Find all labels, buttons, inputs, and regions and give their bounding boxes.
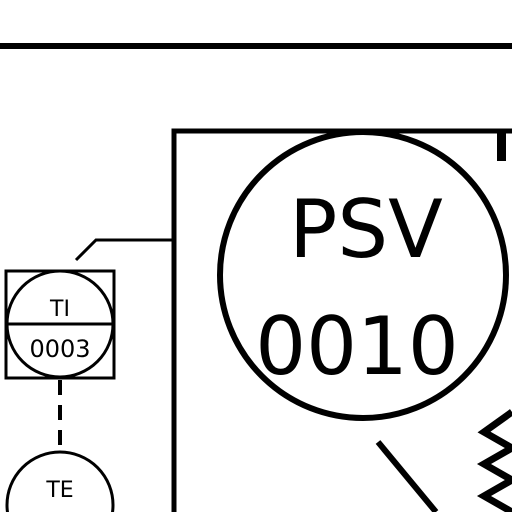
psv-number: 0010 [255, 300, 459, 393]
te-tag: TE [45, 478, 73, 503]
ti-leader-line [74, 238, 174, 262]
spring-symbol [476, 409, 512, 516]
right-pipe-stub [497, 131, 506, 161]
equipment-frame [171, 128, 512, 512]
psv-tag: PSV [289, 183, 443, 276]
te-instrument[interactable]: TE [5, 450, 115, 517]
psv-stem-line [375, 440, 439, 514]
psv-instrument-bubble[interactable]: PSV 0010 [217, 129, 509, 421]
ti-tag: TI [49, 297, 70, 322]
header-rule [0, 43, 512, 49]
ti-instrument[interactable]: TI 0003 [4, 269, 116, 380]
ti-number: 0003 [29, 335, 90, 363]
te-circle [5, 450, 115, 517]
psv-circle [217, 129, 509, 421]
